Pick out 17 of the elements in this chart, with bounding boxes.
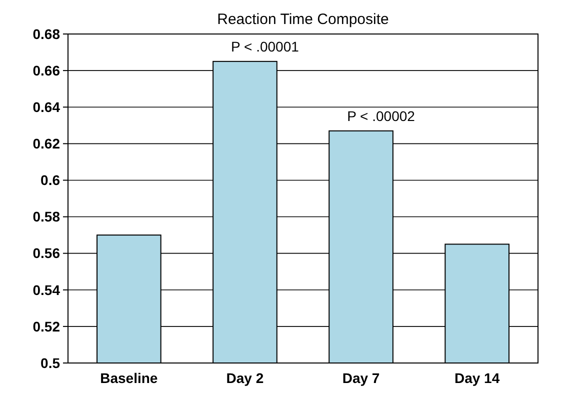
y-tick-label: 0.6 xyxy=(40,172,60,188)
annotation: P < .00002 xyxy=(347,108,416,124)
y-tick-label: 0.56 xyxy=(32,245,60,262)
y-tick-label: 0.62 xyxy=(32,136,60,152)
annotation: P < .00001 xyxy=(231,38,300,54)
chart-title: Reaction Time Composite xyxy=(217,11,389,28)
y-tick-label: 0.68 xyxy=(32,26,60,42)
x-tick-label: Day 7 xyxy=(342,370,380,386)
y-tick-label: 0.5 xyxy=(40,354,60,371)
y-tick-label: 0.66 xyxy=(32,62,60,78)
x-tick-label: Day 2 xyxy=(226,370,264,386)
x-tick-label: Baseline xyxy=(100,370,158,386)
y-tick-label: 0.58 xyxy=(32,208,60,225)
x-tick-label: Day 14 xyxy=(454,370,500,386)
y-tick-label: 0.54 xyxy=(32,282,60,298)
y-tick-label: 0.52 xyxy=(32,318,60,334)
y-tick-label: 0.64 xyxy=(32,99,60,116)
